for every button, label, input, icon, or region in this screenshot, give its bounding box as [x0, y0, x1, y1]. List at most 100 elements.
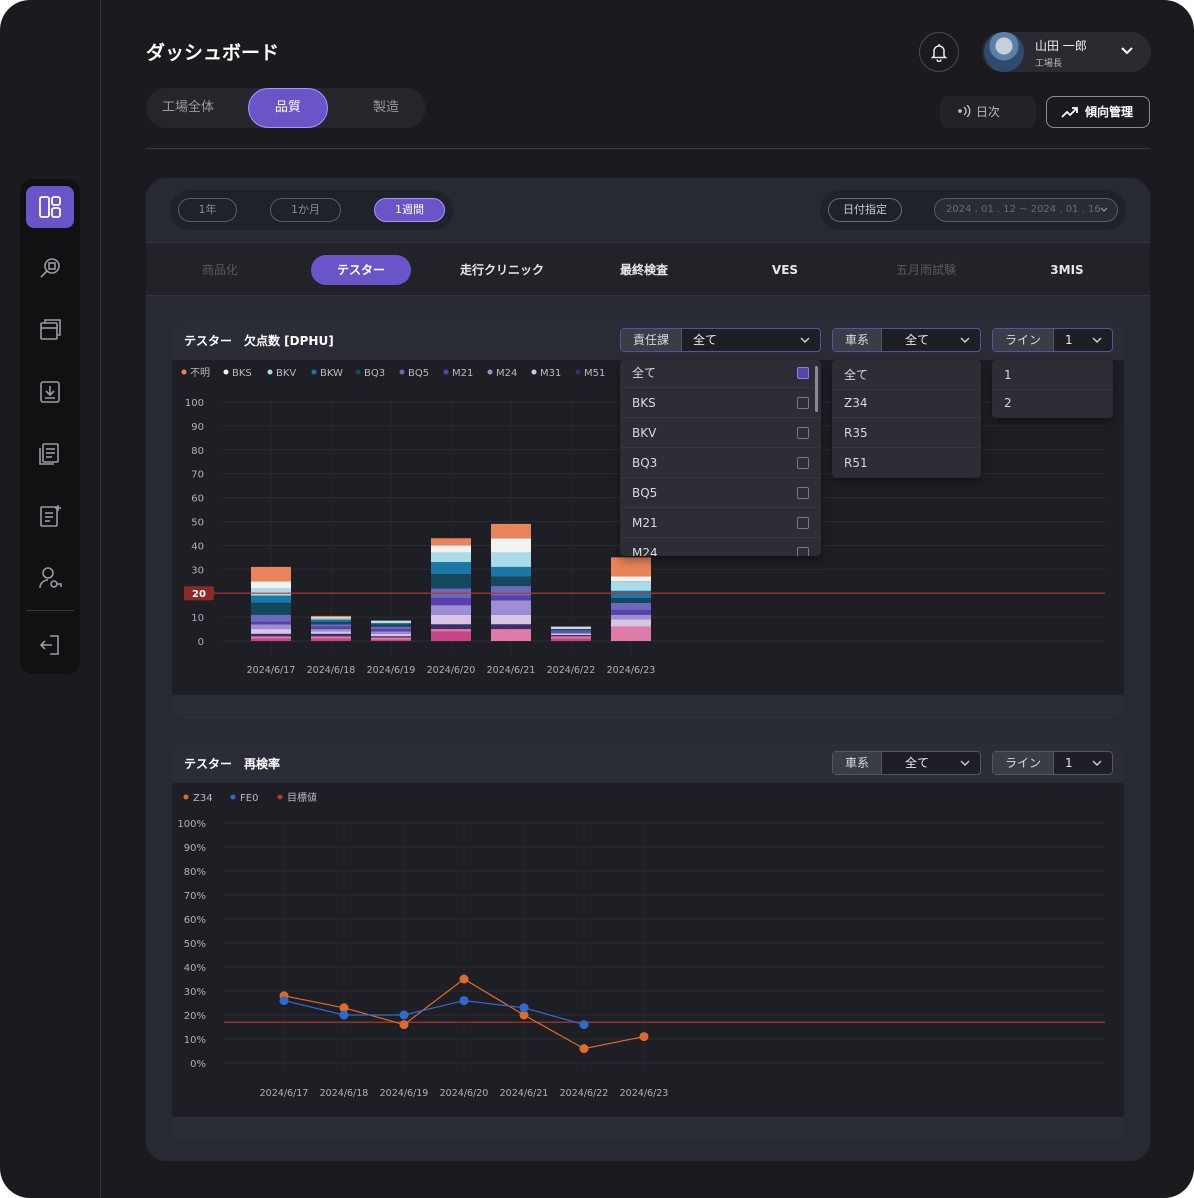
retest-card-header: テスター 再検率 車系 全て ライン 1: [172, 743, 1124, 783]
section-option[interactable]: BQ5: [620, 478, 821, 508]
bar-segment: [491, 595, 531, 601]
checkbox[interactable]: [797, 517, 809, 529]
date-specify-button[interactable]: 日付指定: [828, 198, 902, 222]
notification-button[interactable]: [919, 32, 959, 72]
checkbox[interactable]: [797, 397, 809, 409]
sidebar-item-dashboard[interactable]: [26, 186, 74, 228]
tab-tester[interactable]: テスター: [311, 255, 411, 285]
tab-final-inspection[interactable]: 最終検査: [619, 263, 668, 277]
checkbox[interactable]: [797, 547, 809, 556]
section-option-label: M21: [632, 516, 658, 530]
section-option[interactable]: BKS: [620, 388, 821, 418]
y-tick-label: 20%: [184, 1011, 206, 1022]
bar-segment: [311, 638, 351, 641]
bar-segment: [311, 626, 351, 630]
section-option[interactable]: BQ3: [620, 448, 821, 478]
y-tick-label: 70: [191, 470, 204, 481]
bar-segment: [611, 626, 651, 641]
line-select[interactable]: ライン 1: [992, 328, 1113, 352]
bar-segment: [611, 619, 651, 627]
bar-segment: [311, 629, 351, 632]
section-select-value: 全て: [693, 333, 718, 347]
legend-dot: [443, 369, 449, 375]
bar-segment: [371, 626, 411, 630]
tab-manufacturing[interactable]: 製造: [372, 100, 399, 115]
sidebar-item-documents[interactable]: [26, 433, 74, 475]
tab-quality[interactable]: 品質: [248, 88, 328, 128]
legend-dot: [311, 369, 317, 375]
process-tabs: 商品化 テスター 走行クリニック 最終検査 VES 五月雨試験 3MIS: [146, 242, 1150, 296]
tab-commercialization[interactable]: 商品化: [201, 263, 238, 277]
bell-icon: [930, 44, 948, 62]
sidebar-item-add-report[interactable]: [26, 495, 74, 537]
x-tick-label: 2024/6/18: [320, 1088, 369, 1099]
chevron-down-icon: [1092, 337, 1102, 343]
tab-3mis[interactable]: 3MIS: [1050, 263, 1084, 277]
section-select[interactable]: 責任課 全て: [620, 328, 821, 352]
checkbox[interactable]: [797, 457, 809, 469]
bar-segment: [371, 637, 411, 640]
data-point: [399, 1010, 409, 1020]
sidebar-item-download[interactable]: [26, 371, 74, 413]
legend-dot: [267, 369, 273, 375]
bar-segment: [311, 633, 351, 637]
line-option[interactable]: 1: [992, 360, 1113, 390]
section-option[interactable]: M21: [620, 508, 821, 538]
tab-ves[interactable]: VES: [771, 263, 799, 277]
retest-line-select[interactable]: ライン 1: [992, 751, 1113, 775]
bar-segment: [371, 636, 411, 638]
period-1-month[interactable]: 1か月: [270, 198, 341, 222]
bar-segment: [431, 574, 471, 589]
sidebar-item-window[interactable]: [26, 309, 74, 351]
y-tick-label: 60%: [184, 915, 206, 926]
tab-factory-overall[interactable]: 工場全体: [161, 100, 214, 115]
daily-button[interactable]: 日次: [940, 96, 1036, 128]
bar-segment: [491, 629, 531, 641]
data-point: [579, 1020, 589, 1030]
car-option[interactable]: 全て: [832, 360, 981, 390]
legend-dot: [531, 369, 537, 375]
sidebar-item-user-key[interactable]: [26, 557, 74, 599]
date-range-select[interactable]: 2024 . 01 . 12 ~ 2024 . 01 . 16: [934, 198, 1118, 222]
line-option[interactable]: 2: [1004, 396, 1012, 410]
checkbox[interactable]: [797, 367, 809, 379]
section-option[interactable]: BKV: [620, 418, 821, 448]
legend-label: M31: [540, 368, 561, 379]
line-dropdown: 1 2: [992, 360, 1113, 418]
checkbox[interactable]: [797, 427, 809, 439]
sidebar-item-logout[interactable]: [26, 624, 74, 666]
sidebar-item-search[interactable]: [26, 247, 74, 289]
section-dropdown: 全て BKS BKV BQ3 BQ5 M21 M24: [620, 360, 821, 556]
legend-label: BKV: [276, 368, 296, 379]
y-tick-label: 80%: [184, 867, 206, 878]
retest-car-select[interactable]: 車系 全て: [832, 751, 981, 775]
x-tick-label: 2024/6/22: [547, 665, 596, 676]
bar-segment: [611, 557, 651, 577]
section-option[interactable]: 全て: [620, 360, 821, 388]
line-select-label: ライン: [993, 329, 1055, 351]
car-option[interactable]: R51: [844, 456, 868, 470]
add-report-icon: [40, 505, 61, 527]
bar-segment: [431, 545, 471, 553]
checkbox[interactable]: [797, 487, 809, 499]
user-role: 工場長: [1035, 59, 1063, 69]
tab-samidare-test[interactable]: 五月雨試験: [895, 263, 956, 277]
section-option-label: BKS: [632, 396, 656, 410]
car-select[interactable]: 車系 全て: [832, 328, 981, 352]
bar-segment: [431, 552, 471, 563]
tab-driving-clinic[interactable]: 走行クリニック: [459, 263, 544, 277]
download-icon: [40, 381, 60, 403]
user-menu[interactable]: 山田 一郎 工場長: [982, 32, 1151, 72]
section-option[interactable]: M24: [620, 538, 821, 556]
trend-management-button[interactable]: 傾向管理: [1046, 96, 1150, 128]
bar-segment: [611, 590, 651, 598]
data-point: [639, 1032, 649, 1042]
bar-segment: [371, 624, 411, 627]
period-1-week[interactable]: 1週間: [374, 198, 445, 222]
car-option[interactable]: R35: [832, 418, 981, 448]
retest-line-select-label: ライン: [993, 752, 1055, 774]
period-1-year[interactable]: 1年: [178, 198, 237, 222]
search-icon: [40, 258, 60, 278]
car-option[interactable]: Z34: [832, 388, 981, 418]
dropdown-scrollbar[interactable]: [815, 366, 818, 412]
